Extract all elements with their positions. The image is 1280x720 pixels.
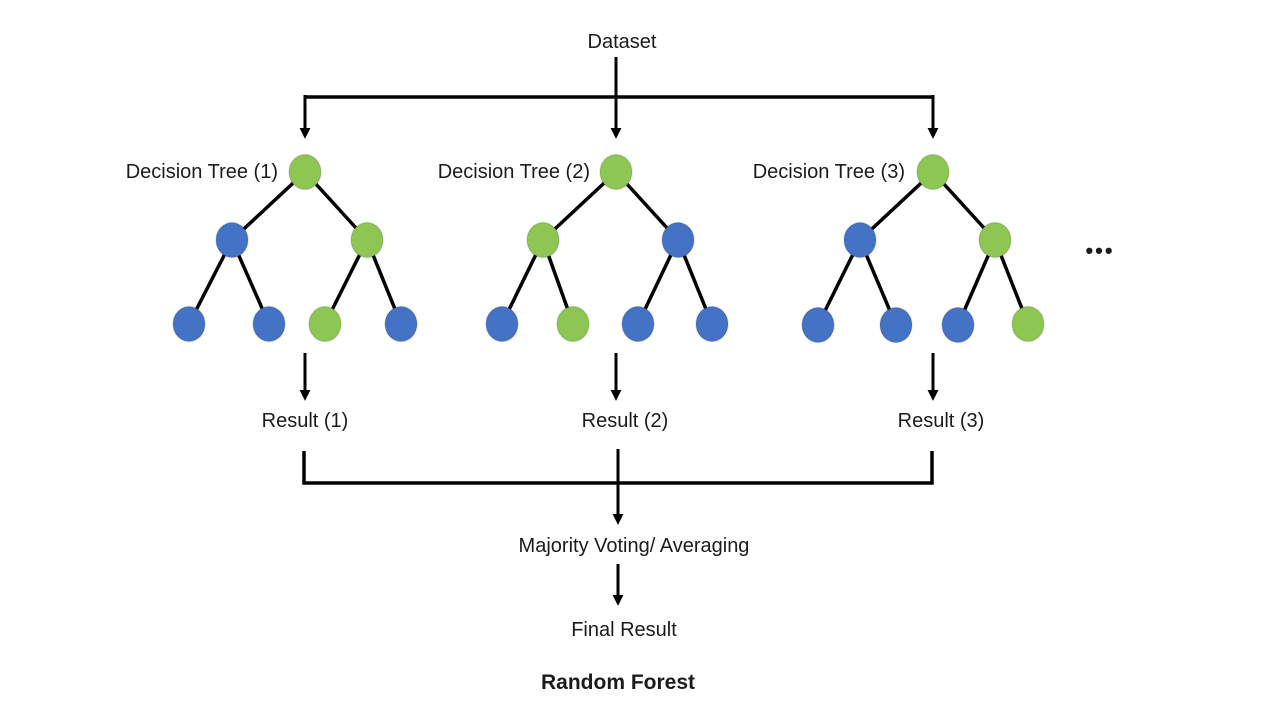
tree-node-green bbox=[599, 153, 633, 191]
tree-node-green bbox=[350, 221, 384, 259]
final-result-label: Final Result bbox=[571, 619, 677, 641]
decision-tree-1 bbox=[172, 153, 418, 343]
tree-node-green bbox=[1011, 305, 1045, 343]
diagram-title: Random Forest bbox=[540, 671, 696, 694]
decision-trees bbox=[172, 153, 1045, 344]
decision-tree-3 bbox=[801, 153, 1045, 344]
tree-node-blue bbox=[252, 305, 286, 343]
tree-node-green bbox=[526, 221, 560, 259]
decision-tree-1-label: Decision Tree (1) bbox=[125, 161, 278, 183]
tree-node-green bbox=[288, 153, 322, 191]
connector-arrows bbox=[299, 57, 939, 606]
tree-node-green bbox=[308, 305, 342, 343]
tree-node-blue bbox=[695, 305, 729, 343]
tree-node-blue bbox=[843, 221, 877, 259]
tree-node-green bbox=[556, 305, 590, 343]
tree-node-blue bbox=[801, 306, 835, 344]
result-2-label: Result (2) bbox=[581, 410, 669, 432]
tree-node-blue bbox=[941, 306, 975, 344]
tree-node-blue bbox=[661, 221, 695, 259]
result-3-label: Result (3) bbox=[897, 410, 985, 432]
decision-tree-2-label: Decision Tree (2) bbox=[437, 161, 590, 183]
more-trees-ellipsis: ••• bbox=[1085, 238, 1115, 263]
tree-node-blue bbox=[621, 305, 655, 343]
decision-tree-3-label: Decision Tree (3) bbox=[752, 161, 905, 183]
tree-node-blue bbox=[384, 305, 418, 343]
decision-tree-2 bbox=[485, 153, 729, 343]
result-1-label: Result (1) bbox=[261, 410, 349, 432]
dataset-label: Dataset bbox=[587, 31, 657, 53]
tree-node-green bbox=[978, 221, 1012, 259]
tree-node-blue bbox=[172, 305, 206, 343]
tree-node-blue bbox=[485, 305, 519, 343]
tree-node-blue bbox=[879, 306, 913, 344]
tree-node-green bbox=[916, 153, 950, 191]
majority-voting-label: Majority Voting/ Averaging bbox=[518, 535, 750, 557]
tree-node-blue bbox=[215, 221, 249, 259]
